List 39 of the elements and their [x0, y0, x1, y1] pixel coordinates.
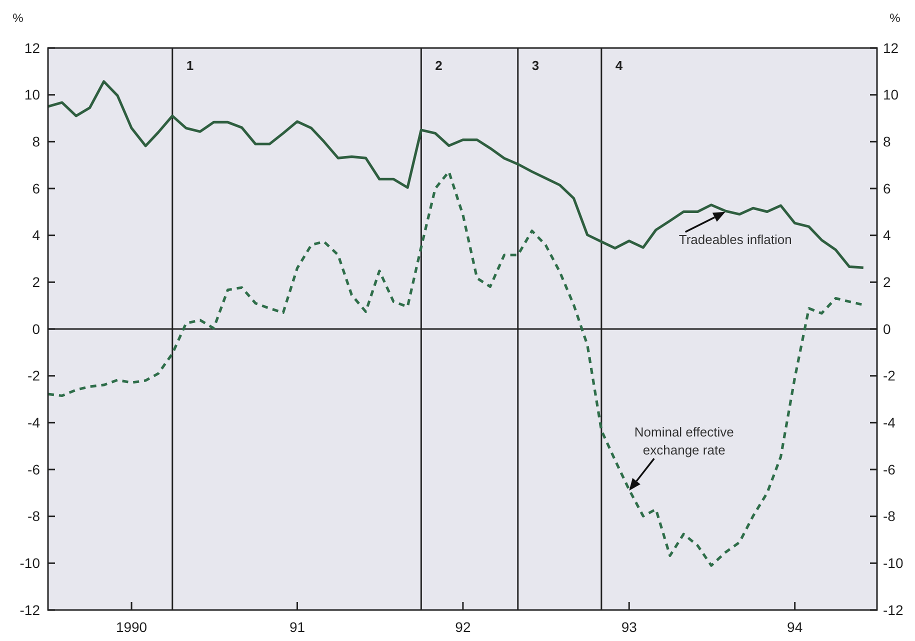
y2-tick-label: 4 [883, 227, 891, 244]
y2-tick-label: 6 [883, 180, 891, 196]
y2-tick-label: 2 [883, 274, 891, 290]
x-tick-label: 92 [455, 619, 471, 635]
y2-tick-label: 8 [883, 134, 891, 150]
y-tick-label: 8 [32, 134, 40, 150]
x-tick-label: 94 [787, 619, 803, 635]
y-tick-label: 2 [32, 274, 40, 290]
x-tick-label: 93 [621, 619, 638, 635]
y-tick-label: -8 [28, 508, 40, 524]
y-tick-label: -10 [20, 555, 40, 572]
y-tick-label: -12 [20, 602, 40, 618]
y-tick-label: 6 [32, 180, 40, 196]
annotation: Tradeables inflation [678, 232, 792, 247]
y-tick-label: 10 [24, 86, 40, 103]
y-axis-title: % [12, 11, 24, 25]
y2-tick-label: -4 [883, 414, 896, 431]
ref-line-label: 1 [186, 58, 194, 73]
ref-line-label: 2 [435, 58, 442, 73]
y2-tick-label: -10 [883, 555, 904, 572]
annotation: Nominal effective exchange rate [634, 424, 734, 458]
y2-axis-title: % [890, 11, 901, 25]
y-tick-label: -6 [28, 461, 40, 478]
x-tick-label: 1990 [116, 619, 148, 635]
y2-tick-label: -2 [883, 368, 896, 384]
y2-tick-label: -12 [883, 602, 904, 618]
y2-tick-label: 12 [883, 40, 899, 56]
ref-line-label: 3 [532, 58, 540, 73]
y2-tick-label: -6 [883, 461, 896, 478]
y-tick-label: 12 [24, 40, 40, 56]
y-tick-label: 0 [32, 320, 40, 337]
y2-tick-label: -8 [883, 508, 896, 524]
y-tick-label: -2 [28, 368, 40, 384]
x-tick-label: 91 [289, 619, 306, 635]
y-tick-label: 4 [32, 227, 40, 244]
y2-tick-label: 10 [883, 86, 899, 103]
y2-tick-label: 0 [883, 320, 891, 337]
y-tick-label: -4 [28, 414, 40, 431]
ref-line-label: 4 [615, 58, 624, 73]
